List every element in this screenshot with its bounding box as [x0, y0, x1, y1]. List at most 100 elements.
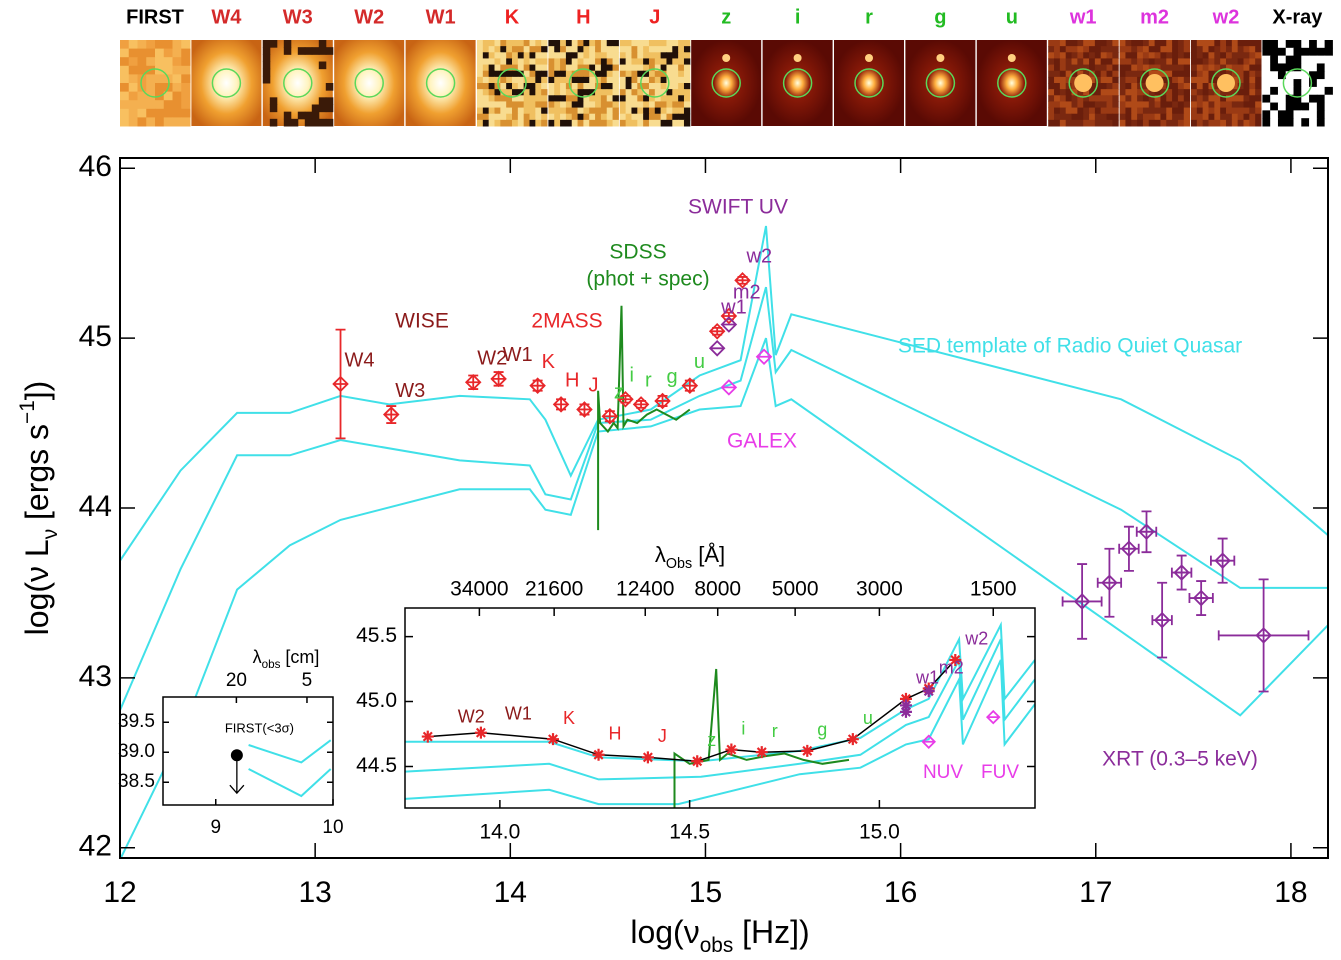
pixel	[595, 58, 602, 66]
cutout-bg	[334, 40, 405, 126]
pixel	[1094, 40, 1102, 47]
pixel	[304, 111, 313, 120]
pixel	[1277, 102, 1287, 111]
pixel	[181, 117, 191, 127]
pixel	[277, 69, 285, 77]
pixel	[120, 57, 130, 67]
pixel	[1089, 101, 1096, 109]
pixel	[1243, 89, 1250, 96]
pixel	[1177, 70, 1185, 78]
cutout-image	[1191, 40, 1262, 127]
pixel	[565, 119, 573, 127]
pixel	[1270, 110, 1279, 119]
pixel	[672, 46, 679, 53]
pixel	[672, 52, 679, 59]
pixel	[506, 119, 513, 127]
pixel	[1166, 101, 1173, 109]
y-tick-label: 39.0	[118, 741, 155, 762]
pixel	[619, 101, 627, 109]
pixel	[506, 113, 513, 121]
pixel	[1048, 83, 1055, 90]
annotation: SDSS	[609, 241, 666, 264]
pixel	[146, 108, 156, 118]
pixel	[512, 76, 519, 84]
cutout-image	[905, 40, 976, 126]
pixel	[1255, 40, 1262, 47]
pixel	[529, 89, 536, 96]
pixel	[589, 76, 596, 84]
pixel	[648, 70, 656, 78]
pixel	[535, 83, 542, 90]
pixel	[1249, 101, 1256, 109]
pixel	[606, 70, 614, 78]
pixel	[1301, 47, 1310, 57]
pixel	[1166, 83, 1173, 90]
pixel	[326, 62, 334, 70]
pixel	[1183, 76, 1191, 84]
y-tick-label: 45	[79, 320, 112, 353]
data-point	[576, 401, 593, 418]
data-point	[1101, 574, 1118, 592]
pixel	[1196, 46, 1204, 53]
pixel	[482, 95, 490, 102]
pixel	[1048, 76, 1055, 84]
pixel	[517, 40, 525, 47]
pixel	[1208, 46, 1215, 53]
pixel	[643, 101, 650, 109]
pixel	[554, 83, 561, 90]
pixel	[654, 70, 662, 78]
pixel	[1220, 95, 1227, 102]
pixel	[120, 108, 130, 118]
pixel	[1316, 63, 1326, 72]
cutout-image	[191, 40, 262, 126]
pixel	[1237, 119, 1244, 127]
pixel	[529, 107, 536, 115]
pixel	[554, 119, 561, 127]
pixel	[1249, 107, 1256, 115]
pixel	[1077, 89, 1084, 96]
pixel	[1183, 64, 1191, 72]
pixel	[529, 76, 536, 84]
pixel	[577, 58, 584, 66]
pixel	[1094, 95, 1102, 102]
pixel	[1106, 70, 1113, 78]
pixel	[1231, 107, 1239, 115]
pixel	[565, 52, 573, 59]
pixel	[1208, 58, 1215, 66]
pixel	[523, 101, 530, 109]
pixel	[1100, 89, 1108, 96]
pixel	[1154, 113, 1161, 121]
pixel	[1125, 113, 1132, 121]
pixel	[1100, 46, 1108, 53]
pixel	[128, 108, 138, 118]
pixel	[1125, 107, 1132, 115]
pixel	[312, 90, 320, 98]
pixel	[1160, 113, 1167, 121]
pixel	[660, 89, 667, 96]
data-point	[601, 407, 619, 425]
pixel	[683, 119, 691, 127]
pixel	[583, 58, 590, 66]
pixel	[1142, 107, 1150, 115]
pixel	[155, 83, 165, 93]
pixel	[1119, 40, 1126, 47]
label-part: log(ν L	[19, 539, 55, 635]
pixel	[326, 90, 334, 98]
pixel	[1137, 107, 1144, 115]
pixel	[1214, 95, 1221, 102]
pixel	[1137, 58, 1144, 66]
pixel	[277, 97, 285, 105]
pixel	[277, 40, 285, 48]
point-label: K	[542, 351, 556, 373]
cutout-label: g	[934, 6, 946, 28]
pixel	[612, 64, 619, 72]
pixel	[1196, 40, 1204, 47]
pixel	[1208, 119, 1215, 127]
pixel	[312, 97, 320, 105]
pixel	[606, 101, 614, 109]
cutout-label: FIRST	[126, 6, 184, 28]
pixel	[1100, 40, 1108, 47]
pixel	[535, 107, 542, 115]
pixel	[1220, 64, 1227, 72]
cutout-source	[1074, 74, 1093, 92]
